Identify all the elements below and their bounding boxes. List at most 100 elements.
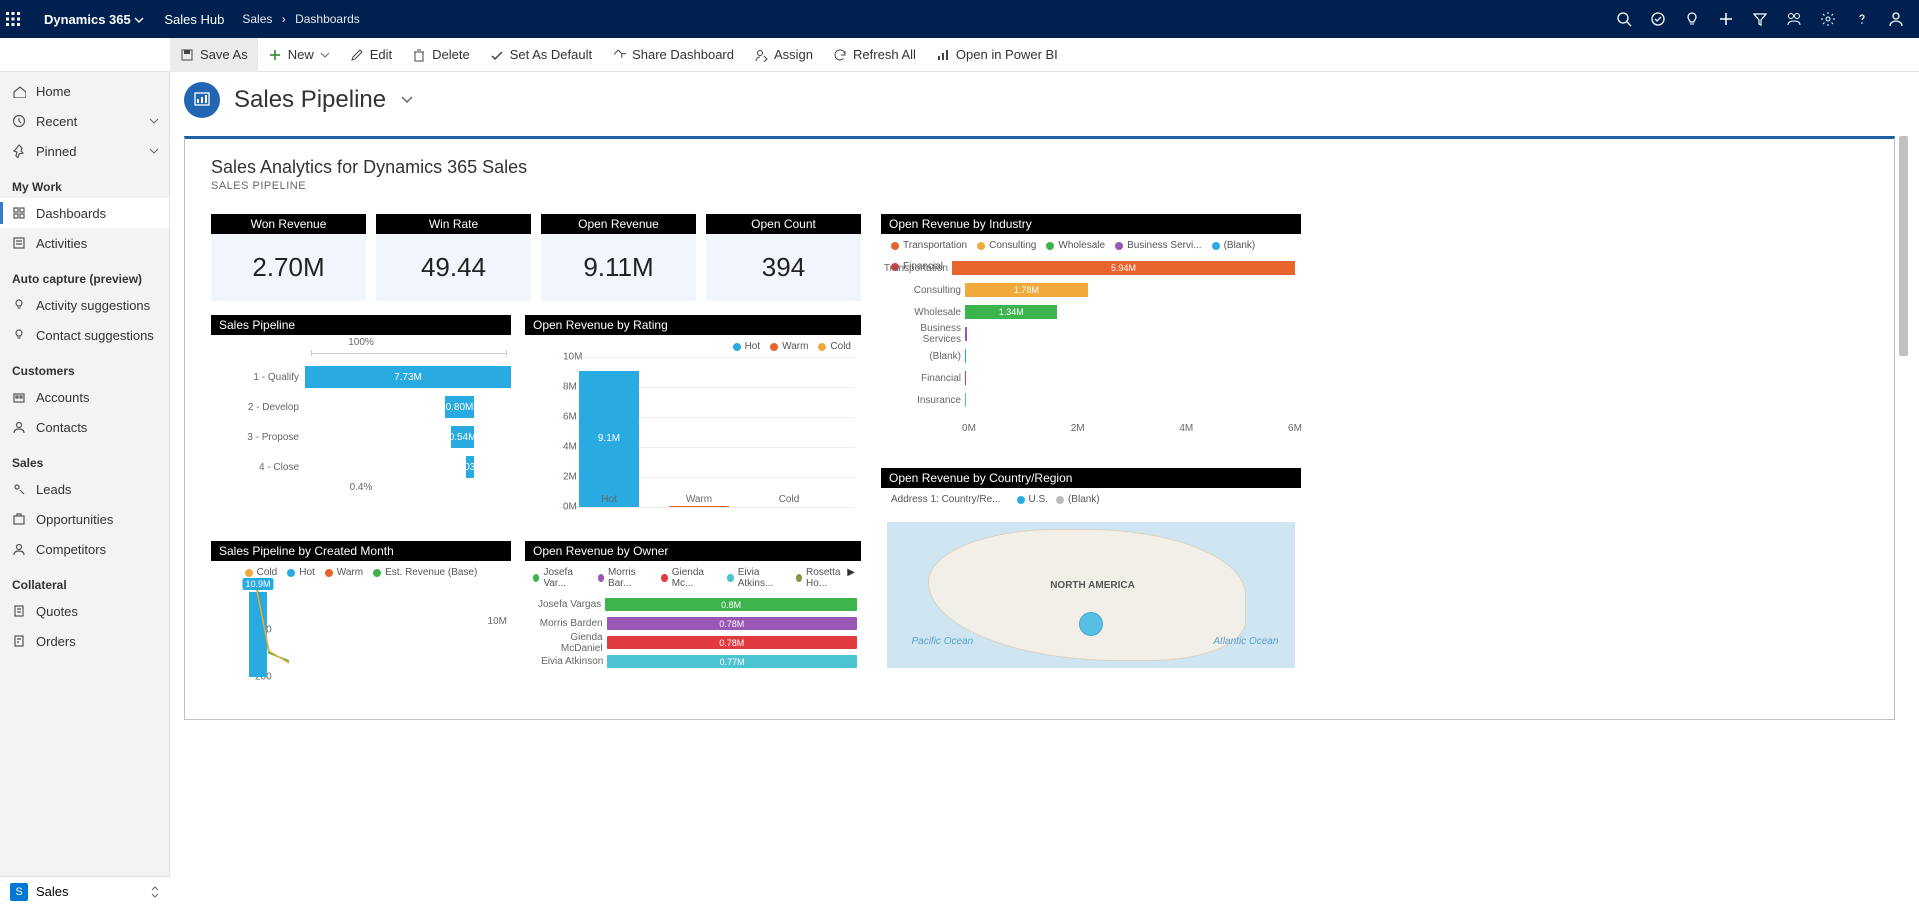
industry-row[interactable]: (Blank) (881, 346, 1295, 366)
updown-icon (150, 886, 160, 898)
legend-item[interactable]: Morris Bar... (598, 567, 652, 589)
legend-item[interactable]: Eivia Atkins... (727, 567, 785, 589)
owner-row[interactable]: Eivia Atkinson 0.77M (529, 652, 857, 671)
area-switcher[interactable]: S Sales (0, 876, 170, 906)
funnel-stage-label: 1 - Qualify (211, 372, 305, 383)
legend-item[interactable]: (Blank) (1212, 240, 1256, 251)
legend-item[interactable]: Rosetta Ho... (796, 567, 853, 589)
industry-row[interactable]: Wholesale 1.34M (881, 302, 1295, 322)
breadcrumb-0[interactable]: Sales (242, 12, 272, 26)
kpi-card[interactable]: Won Revenue 2.70M (211, 214, 366, 301)
cmd-new[interactable]: New (258, 38, 340, 72)
sidebar-item-contact-suggestions[interactable]: Contact suggestions (0, 320, 169, 350)
industry-row[interactable]: Insurance (881, 390, 1295, 410)
funnel-stage[interactable]: 4 - Close 0.03M (211, 452, 511, 482)
legend-item[interactable]: Consulting (977, 240, 1036, 251)
industry-label: Insurance (881, 395, 965, 406)
help-icon[interactable] (1845, 0, 1879, 38)
panel-open-revenue-owner[interactable]: Open Revenue by Owner Josefa Var...Morri… (525, 541, 861, 681)
sidebar-item-accounts[interactable]: Accounts (0, 382, 169, 412)
panel-title: Sales Pipeline by Created Month (211, 541, 511, 561)
panel-pipeline-created-month[interactable]: Sales Pipeline by Created Month Cold Hot W… (211, 541, 511, 681)
legend-item[interactable]: Est. Revenue (Base) (373, 567, 477, 578)
kpi-card[interactable]: Open Count 394 (706, 214, 861, 301)
industry-row[interactable]: Business Services (881, 324, 1295, 344)
legend-item[interactable]: U.S. (1017, 494, 1048, 505)
cmd-refresh[interactable]: Refresh All (823, 38, 926, 72)
panel-open-revenue-country[interactable]: Open Revenue by Country/Region Address 1… (881, 468, 1301, 668)
legend-item[interactable]: (Blank) (1056, 494, 1100, 505)
settings-icon[interactable] (1811, 0, 1845, 38)
pin-icon (12, 144, 26, 158)
owner-row[interactable]: Gienda McDaniel 0.78M (529, 633, 857, 652)
sidebar-item-orders[interactable]: Orders (0, 626, 169, 656)
dashboard-selector-chevron-icon[interactable] (400, 93, 414, 107)
cmd-save-as[interactable]: Save As (170, 38, 258, 72)
cmd-edit[interactable]: Edit (340, 38, 402, 72)
sidebar-item-home[interactable]: Home (0, 76, 169, 106)
legend-item[interactable]: Warm (325, 567, 363, 578)
sidebar-item-activity-suggestions[interactable]: Activity suggestions (0, 290, 169, 320)
industry-row[interactable]: Transportation 5.94M (881, 258, 1295, 278)
search-icon[interactable] (1607, 0, 1641, 38)
panel-sales-pipeline[interactable]: Sales Pipeline 100% 1 - Qualify 7.73M 2 … (211, 315, 511, 527)
cmd-delete[interactable]: Delete (402, 38, 480, 72)
rating-bar[interactable] (669, 506, 729, 507)
legend-item[interactable]: Cold (245, 567, 278, 578)
add-icon[interactable] (1709, 0, 1743, 38)
funnel-stage[interactable]: 3 - Propose 0.54M (211, 422, 511, 452)
panel-title: Open Revenue by Country/Region (881, 468, 1301, 488)
legend-item[interactable]: Transportation (891, 240, 967, 251)
cmd-assign[interactable]: Assign (744, 38, 823, 72)
assistant-icon[interactable] (1675, 0, 1709, 38)
sidebar-item-activities[interactable]: Activities (0, 228, 169, 258)
page-header: Sales Pipeline (184, 82, 1895, 118)
filter-icon[interactable] (1743, 0, 1777, 38)
funnel-stage[interactable]: 1 - Qualify 7.73M (211, 362, 511, 392)
cmd-edit-label: Edit (370, 47, 392, 62)
kpi-card[interactable]: Open Revenue 9.11M (541, 214, 696, 301)
cmd-share[interactable]: Share Dashboard (602, 38, 744, 72)
sidebar-item-competitors[interactable]: Competitors (0, 534, 169, 564)
cmd-set-default[interactable]: Set As Default (480, 38, 602, 72)
kpi-value: 49.44 (376, 234, 531, 301)
rating-bar[interactable]: 9.1M (579, 371, 639, 508)
sidebar-item-recent[interactable]: Recent (0, 106, 169, 136)
owner-row[interactable]: Josefa Vargas 0.8M (529, 595, 857, 614)
panel-open-revenue-industry[interactable]: Open Revenue by Industry TransportationC… (881, 214, 1301, 454)
owner-row[interactable]: Morris Barden 0.78M (529, 614, 857, 633)
product-brand[interactable]: Dynamics 365 (38, 12, 150, 27)
user-icon[interactable] (1879, 0, 1913, 38)
sidebar-item-label: Contacts (36, 420, 87, 435)
panel-open-revenue-rating[interactable]: Open Revenue by Rating HotWarmCold 0M2M4… (525, 315, 861, 527)
dashboard-scrollbar[interactable] (1897, 136, 1909, 720)
legend-item[interactable]: Josefa Var... (533, 567, 588, 589)
cmd-powerbi[interactable]: Open in Power BI (926, 38, 1068, 72)
kpi-card[interactable]: Win Rate 49.44 (376, 214, 531, 301)
sidebar-item-dashboards[interactable]: Dashboards (0, 198, 169, 228)
map-visual[interactable]: NORTH AMERICA Pacific OceanAtlantic Ocea… (887, 522, 1295, 668)
legend-item[interactable]: Warm (770, 341, 808, 352)
sidebar-item-label: Pinned (36, 144, 76, 159)
map-bubble[interactable] (1079, 612, 1103, 636)
legend-item[interactable]: Wholesale (1046, 240, 1105, 251)
app-launcher-icon[interactable] (6, 12, 38, 26)
sidebar-item-pinned[interactable]: Pinned (0, 136, 169, 166)
sidebar-item-quotes[interactable]: Quotes (0, 596, 169, 626)
legend-item[interactable]: Hot (733, 341, 761, 352)
sidebar-item-contacts[interactable]: Contacts (0, 412, 169, 442)
breadcrumb-1[interactable]: Dashboards (295, 12, 360, 26)
sidebar-item-leads[interactable]: Leads (0, 474, 169, 504)
task-flow-icon[interactable] (1641, 0, 1675, 38)
legend-item[interactable]: Business Servi... (1115, 240, 1201, 251)
sidebar-item-opportunities[interactable]: Opportunities (0, 504, 169, 534)
app-area[interactable]: Sales Hub (150, 12, 238, 27)
legend-item[interactable]: Cold (818, 341, 851, 352)
legend-item[interactable]: Hot (287, 567, 315, 578)
industry-row[interactable]: Consulting 1.78M (881, 280, 1295, 300)
legend-item[interactable]: Gienda Mc... (661, 567, 717, 589)
industry-row[interactable]: Financial (881, 368, 1295, 388)
funnel-stage[interactable]: 2 - Develop 0.80M (211, 392, 511, 422)
relationship-icon[interactable] (1777, 0, 1811, 38)
legend-scroll-icon[interactable]: ▶ (847, 567, 855, 578)
